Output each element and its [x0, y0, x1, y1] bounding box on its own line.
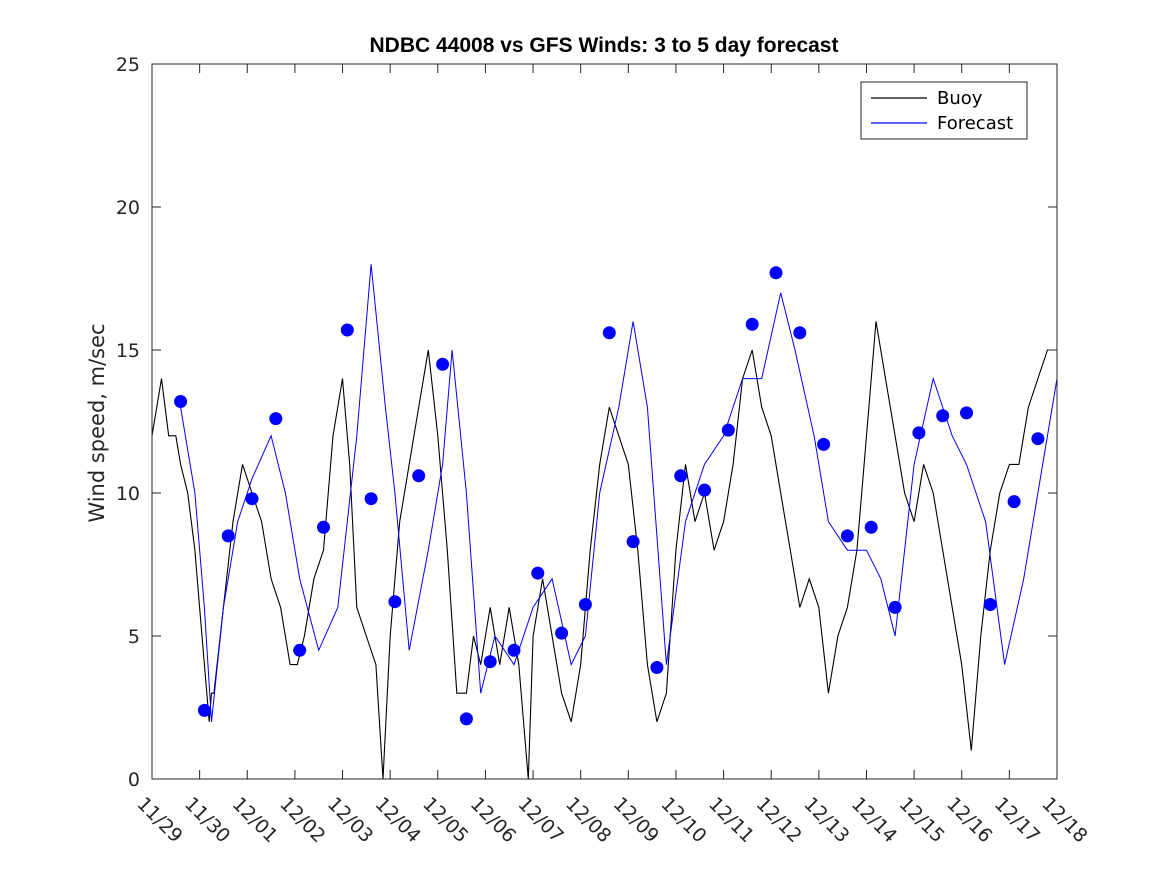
y-tick-label: 0 [128, 769, 140, 791]
legend-box [860, 81, 1028, 140]
forecast-marker [436, 357, 450, 371]
forecast-marker [745, 317, 759, 331]
y-tick-label: 15 [116, 340, 140, 362]
y-tick-label: 10 [116, 483, 140, 505]
series-line-forecast [180, 264, 1057, 722]
forecast-marker [174, 395, 188, 408]
forecast-marker [507, 643, 521, 657]
forecast-marker [459, 712, 473, 726]
forecast-marker [412, 469, 426, 483]
forecast-marker [793, 326, 807, 340]
forecast-marker [293, 643, 307, 657]
forecast-marker [769, 266, 783, 280]
y-tick-label: 25 [116, 54, 140, 76]
legend-forecast-label: Forecast [937, 113, 1013, 134]
forecast-marker [245, 492, 259, 506]
forecast-marker [864, 520, 878, 534]
forecast-marker [650, 661, 664, 674]
chart-title: NDBC 44008 vs GFS Winds: 3 to 5 day fore… [370, 34, 839, 57]
forecast-marker [483, 655, 497, 669]
forecast-marker [840, 529, 854, 543]
legend: Buoy Forecast [860, 81, 1028, 140]
forecast-marker [698, 483, 711, 497]
y-tick-label: 20 [116, 197, 140, 219]
forecast-marker [936, 409, 950, 423]
forecast-marker [674, 469, 688, 483]
forecast-marker [912, 426, 926, 440]
forecast-marker [983, 598, 997, 611]
forecast-marker [626, 535, 640, 549]
forecast-marker [817, 437, 831, 451]
forecast-marker [888, 600, 902, 614]
forecast-marker [364, 492, 378, 506]
forecast-marker [1007, 495, 1021, 509]
forecast-marker [388, 595, 402, 609]
forecast-marker [197, 703, 211, 717]
forecast-marker [531, 566, 545, 580]
forecast-marker [960, 406, 973, 420]
forecast-marker [1031, 432, 1045, 446]
forecast-marker [221, 529, 235, 543]
forecast-marker [721, 423, 735, 437]
y-axis-label: Wind speed, m/sec [85, 323, 109, 522]
forecast-marker [555, 626, 569, 640]
series-line-buoy [152, 321, 1057, 779]
legend-buoy-label: Buoy [937, 88, 983, 109]
forecast-marker [602, 326, 616, 340]
forecast-marker [578, 598, 592, 611]
forecast-marker [340, 323, 354, 337]
forecast-marker [317, 520, 330, 534]
forecast-marker [269, 412, 283, 426]
y-tick-label: 5 [128, 626, 140, 648]
plot-area-frame [151, 63, 1058, 780]
